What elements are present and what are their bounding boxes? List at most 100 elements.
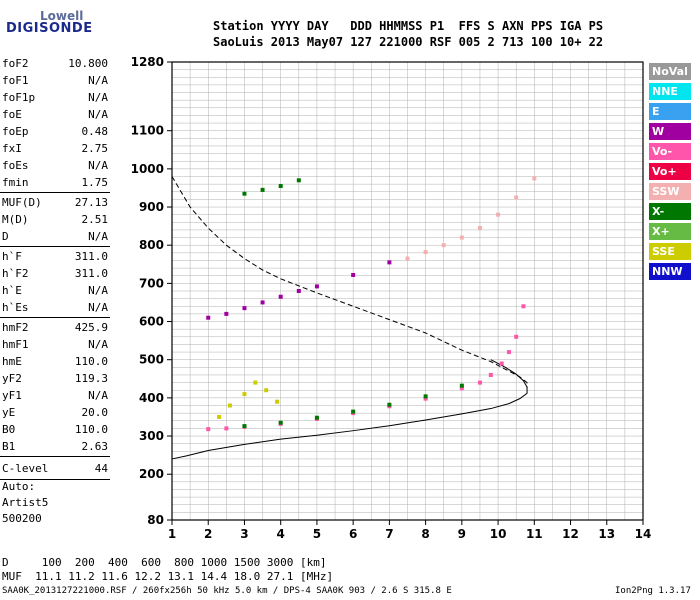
x-tick-label: 7 bbox=[385, 527, 393, 541]
echo-point bbox=[477, 380, 482, 385]
param-row-fof2: foF2 10.800 bbox=[2, 56, 108, 72]
param-value: N/A bbox=[88, 108, 108, 121]
param-row-foep: foEp 0.48 bbox=[2, 124, 108, 140]
param-value: 425.9 bbox=[74, 321, 108, 334]
y-tick-label: 900 bbox=[139, 200, 164, 214]
echo-point bbox=[296, 289, 301, 293]
param-name: C-level bbox=[2, 462, 49, 475]
param-name: foF2 bbox=[2, 57, 29, 70]
param-value: 311.0 bbox=[74, 267, 108, 280]
profile-solid-line bbox=[171, 359, 528, 460]
param-row-ye: yE 20.0 bbox=[2, 405, 108, 421]
echo-point bbox=[477, 226, 482, 231]
auto-label: Auto: bbox=[2, 480, 36, 493]
param-value: 2.75 bbox=[81, 142, 109, 155]
echo-point bbox=[227, 403, 232, 408]
legend-item-noval: NoVal bbox=[649, 63, 691, 80]
echo-point bbox=[514, 334, 519, 339]
param-value: 311.0 bbox=[74, 250, 108, 263]
logo-lowell: Lowell bbox=[40, 9, 84, 23]
param-name: h`F bbox=[2, 250, 22, 263]
param-row-fof1p: foF1p N/A bbox=[2, 90, 108, 106]
logo-digisonde: DIGISONDE bbox=[6, 21, 93, 36]
param-value: 1.75 bbox=[81, 176, 109, 189]
y-tick-label: 800 bbox=[139, 238, 164, 252]
param-name: foEp bbox=[2, 125, 29, 138]
separator bbox=[0, 246, 110, 247]
echo-point bbox=[488, 372, 493, 377]
echo-point bbox=[260, 187, 265, 192]
y-tick-label: 600 bbox=[139, 315, 164, 329]
separator bbox=[0, 317, 110, 318]
echo-point bbox=[496, 212, 501, 217]
param-row-b0: B0 110.0 bbox=[2, 422, 108, 438]
param-value: 10.800 bbox=[68, 57, 108, 70]
param-row-yf2: yF2 119.3 bbox=[2, 371, 108, 387]
x-tick-label: 3 bbox=[240, 527, 248, 541]
param-row-foe: foE N/A bbox=[2, 107, 108, 123]
echo-point bbox=[314, 415, 319, 420]
y-tick-label: 1000 bbox=[131, 162, 164, 176]
param-name: MUF(D) bbox=[2, 196, 42, 209]
x-tick-label: 12 bbox=[562, 527, 579, 541]
param-row-hme: hmE 110.0 bbox=[2, 354, 108, 370]
x-tick-label: 13 bbox=[598, 527, 615, 541]
auto-artist: Artist5 bbox=[2, 496, 49, 509]
echo-point bbox=[351, 272, 356, 277]
echo-point bbox=[405, 256, 410, 261]
y-tick-label: 80 bbox=[147, 513, 164, 527]
legend-item-sse: SSE bbox=[649, 243, 691, 260]
echo-point bbox=[253, 380, 258, 385]
plot-frame bbox=[171, 61, 644, 521]
echo-point bbox=[459, 235, 464, 240]
echo-point bbox=[387, 260, 392, 265]
param-name: M(D) bbox=[2, 213, 29, 226]
param-name: hmE bbox=[2, 355, 22, 368]
param-name: foE bbox=[2, 108, 22, 121]
echo-point bbox=[441, 243, 446, 248]
param-name: foF1 bbox=[2, 74, 29, 87]
param-value: N/A bbox=[88, 230, 108, 243]
echo-point bbox=[351, 409, 356, 414]
echo-point bbox=[423, 394, 428, 399]
param-row-clevel: C-level 44 bbox=[2, 461, 108, 477]
header-labels: Station YYYY DAY DDD HHMMSS P1 FFS S AXN… bbox=[213, 19, 604, 33]
param-value: 119.3 bbox=[74, 372, 108, 385]
echo-point bbox=[278, 420, 283, 425]
param-value: 110.0 bbox=[74, 423, 108, 436]
x-tick-label: 1 bbox=[168, 527, 176, 541]
echo-point bbox=[242, 424, 247, 429]
echo-point bbox=[387, 402, 392, 407]
echo-point bbox=[278, 294, 283, 299]
echo-point bbox=[459, 383, 464, 388]
param-row-he: h`E N/A bbox=[2, 283, 108, 299]
echo-point bbox=[514, 195, 519, 200]
param-value: 110.0 bbox=[74, 355, 108, 368]
separator bbox=[0, 456, 110, 457]
y-tick-label: 400 bbox=[139, 391, 164, 405]
separator bbox=[0, 479, 110, 480]
echo-point bbox=[459, 386, 464, 391]
footer-version: Ion2Png 1.3.17 bbox=[615, 586, 691, 596]
param-row-fmin: fmin 1.75 bbox=[2, 175, 108, 191]
legend-item-x: X- bbox=[649, 203, 691, 220]
echo-point bbox=[423, 396, 428, 401]
param-value: N/A bbox=[88, 91, 108, 104]
param-row-fof1: foF1 N/A bbox=[2, 73, 108, 89]
param-value: 0.48 bbox=[81, 125, 109, 138]
y-tick-label: 300 bbox=[139, 429, 164, 443]
echo-point bbox=[423, 250, 428, 255]
param-row-foes: foEs N/A bbox=[2, 158, 108, 174]
y-tick-label: 500 bbox=[139, 353, 164, 367]
param-name: h`F2 bbox=[2, 267, 29, 280]
echo-point bbox=[296, 178, 301, 183]
legend-item-x: X+ bbox=[649, 223, 691, 240]
x-tick-label: 14 bbox=[635, 527, 652, 541]
param-row-mufd: MUF(D) 27.13 bbox=[2, 195, 108, 211]
echo-point bbox=[206, 427, 211, 432]
x-tick-label: 5 bbox=[313, 527, 321, 541]
param-value: 2.63 bbox=[81, 440, 109, 453]
param-value: 44 bbox=[94, 462, 108, 475]
param-value: N/A bbox=[88, 338, 108, 351]
